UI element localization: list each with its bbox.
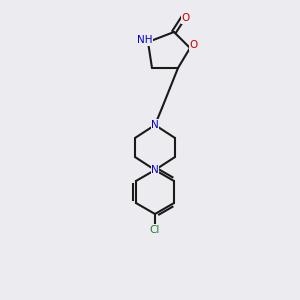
Text: N: N xyxy=(151,120,159,130)
Text: NH: NH xyxy=(137,35,153,45)
Text: O: O xyxy=(182,13,190,23)
Text: Cl: Cl xyxy=(150,225,160,235)
Text: O: O xyxy=(190,40,198,50)
Text: N: N xyxy=(151,165,159,175)
